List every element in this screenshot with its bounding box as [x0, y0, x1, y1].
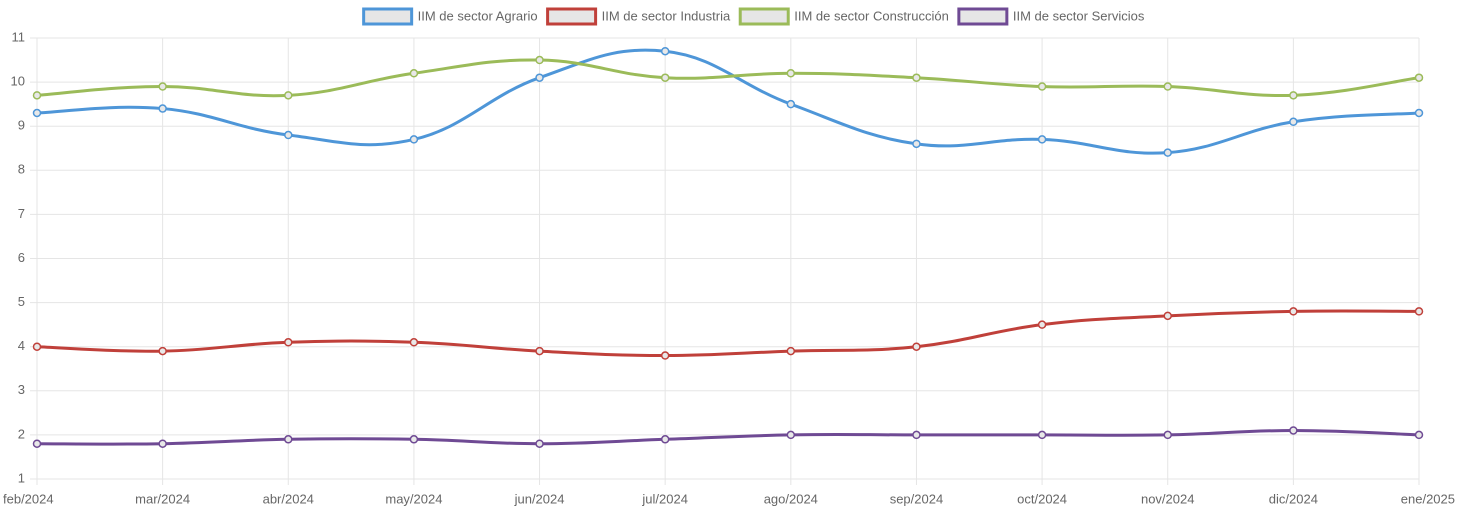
- x-tick-label: abr/2024: [263, 491, 314, 506]
- y-tick-label: 3: [18, 382, 25, 397]
- point: [409, 435, 419, 444]
- point: [660, 46, 670, 56]
- y-tick-label: 10: [11, 74, 25, 89]
- y-tick-label: 8: [18, 162, 25, 177]
- point: [660, 351, 670, 360]
- point: [912, 430, 921, 440]
- point: [1163, 311, 1172, 321]
- point: [535, 73, 544, 82]
- point: [32, 342, 42, 351]
- x-tick-label: nov/2024: [1141, 491, 1195, 506]
- point: [786, 430, 796, 440]
- point: [912, 73, 921, 82]
- point: [1037, 135, 1047, 144]
- y-tick-label: 6: [18, 250, 25, 265]
- point: [535, 439, 544, 448]
- y-tick-label: 5: [18, 294, 25, 309]
- point: [535, 346, 544, 356]
- point: [158, 439, 167, 448]
- series-line: [36, 428, 1420, 446]
- point: [32, 439, 42, 448]
- legend-label: IIM de sector Construcción: [794, 8, 949, 23]
- point: [1163, 148, 1172, 157]
- point: [1414, 430, 1424, 440]
- point: [1289, 426, 1298, 435]
- point: [32, 108, 42, 118]
- y-tick-label: 7: [18, 206, 25, 221]
- x-tick-label: mar/2024: [135, 491, 190, 506]
- x-tick-label: ene/2025: [1401, 491, 1455, 506]
- series-line: [36, 48, 1420, 155]
- y-tick-label: 1: [18, 470, 25, 485]
- x-tick-label: sep/2024: [890, 491, 944, 506]
- point: [1037, 430, 1047, 440]
- legend-label: IIM de sector Servicios: [1013, 8, 1145, 23]
- point: [158, 346, 167, 356]
- x-tick-label: jul/2024: [641, 491, 688, 506]
- x-tick-label: jun/2024: [514, 491, 565, 506]
- x-tick-label: oct/2024: [1017, 491, 1067, 506]
- point: [786, 346, 796, 356]
- legend-swatch: [546, 7, 598, 26]
- point: [32, 91, 42, 100]
- point: [786, 69, 796, 78]
- point: [284, 91, 293, 100]
- legend-label: IIM de sector Industria: [602, 8, 731, 23]
- point: [1037, 82, 1047, 91]
- y-tick-label: 4: [18, 338, 25, 353]
- x-tick-label: dic/2024: [1269, 491, 1318, 506]
- point: [1289, 91, 1298, 100]
- point: [1163, 430, 1172, 440]
- point: [660, 73, 670, 82]
- point: [284, 130, 293, 140]
- point: [409, 338, 419, 347]
- point: [1163, 82, 1172, 91]
- point: [912, 139, 921, 149]
- point: [1414, 73, 1424, 82]
- point: [535, 55, 544, 65]
- legend-swatch: [362, 7, 414, 26]
- point: [786, 99, 796, 109]
- x-tick-label: may/2024: [385, 491, 442, 506]
- point: [1037, 320, 1047, 329]
- y-tick-label: 9: [18, 118, 25, 133]
- point: [660, 435, 670, 444]
- point: [1289, 307, 1298, 316]
- legend-label: IIM de sector Agrario: [418, 8, 538, 23]
- series-line: [36, 58, 1420, 98]
- y-tick-label: 2: [18, 426, 25, 441]
- y-tick-label: 11: [12, 29, 26, 44]
- point: [284, 435, 293, 444]
- point: [158, 104, 167, 113]
- point: [1414, 307, 1424, 316]
- legend-swatch: [738, 7, 790, 26]
- point: [912, 342, 921, 351]
- point: [409, 135, 419, 144]
- point: [284, 338, 293, 347]
- series-line: [36, 309, 1420, 358]
- point: [1289, 117, 1298, 127]
- x-tick-label: feb/2024: [3, 491, 54, 506]
- point: [409, 69, 419, 78]
- legend-swatch: [957, 7, 1009, 26]
- point: [158, 82, 167, 91]
- point: [1414, 108, 1424, 118]
- x-tick-label: ago/2024: [764, 491, 818, 506]
